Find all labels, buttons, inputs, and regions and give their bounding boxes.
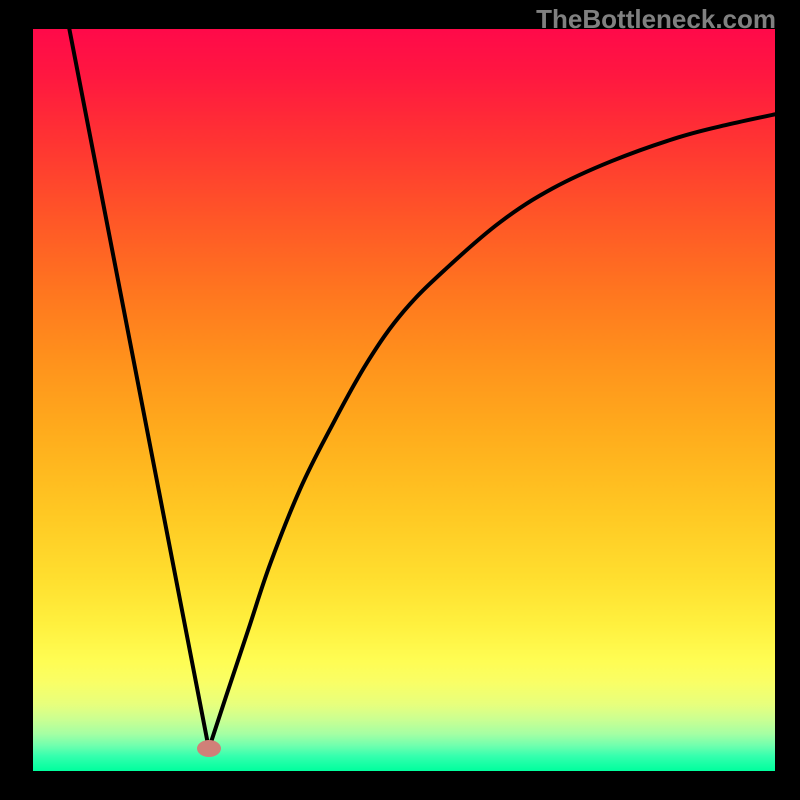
plot-area — [33, 29, 775, 771]
watermark-text: TheBottleneck.com — [536, 4, 776, 35]
bottleneck-curve — [69, 29, 775, 749]
chart-container: TheBottleneck.com — [0, 0, 800, 800]
minimum-marker — [197, 740, 221, 757]
curve-overlay — [33, 29, 775, 771]
